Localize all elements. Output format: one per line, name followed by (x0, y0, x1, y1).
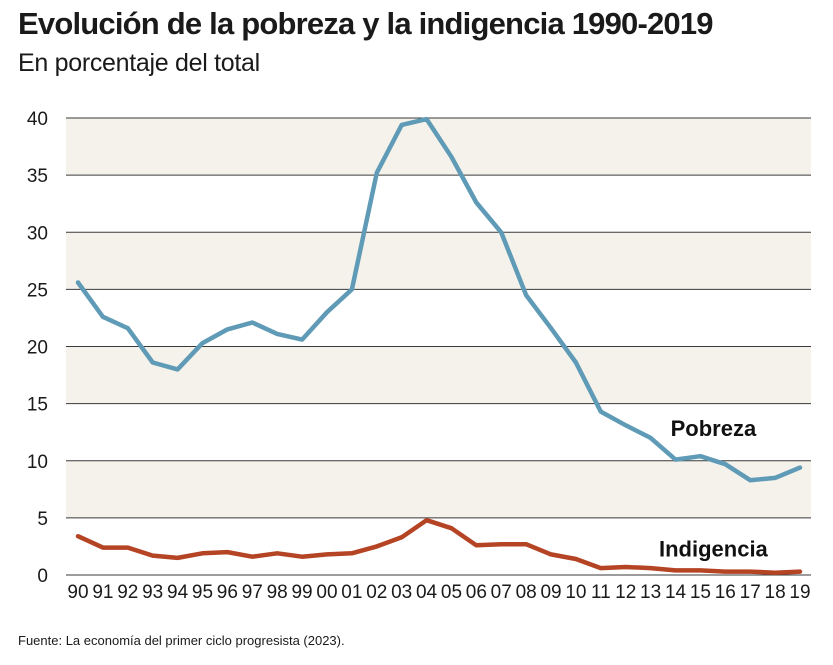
x-tick-label-04: 04 (416, 582, 438, 603)
x-tick-label-98: 98 (267, 582, 288, 603)
y-tick-label-25: 25 (27, 280, 48, 301)
y-axis-tick-labels: 0 5 10 15 20 25 30 35 40 (27, 109, 48, 587)
x-tick-label-05: 05 (441, 582, 462, 603)
x-tick-label-13: 13 (640, 582, 661, 603)
x-tick-label-16: 16 (715, 582, 736, 603)
y-tick-label-10: 10 (27, 452, 48, 473)
x-tick-label-93: 93 (142, 582, 163, 603)
band-35-40 (66, 118, 811, 176)
x-tick-label-19: 19 (789, 582, 810, 603)
y-tick-label-20: 20 (27, 338, 48, 359)
x-tick-label-07: 07 (491, 582, 512, 603)
x-tick-label-96: 96 (217, 582, 238, 603)
y-tick-label-5: 5 (37, 509, 48, 530)
y-tick-label-15: 15 (27, 395, 48, 416)
y-tick-label-30: 30 (27, 223, 48, 244)
x-axis-tick-labels: 90 91 92 93 94 95 96 97 98 99 00 01 02 03 04 05 06 07 08 09… (67, 582, 810, 603)
x-tick-label-00: 00 (316, 582, 337, 603)
x-tick-label-12: 12 (615, 582, 636, 603)
series-line-pobreza (75, 116, 803, 483)
x-tick-label-95: 95 (192, 582, 213, 603)
band-25-30 (66, 232, 811, 290)
x-tick-label-09: 09 (540, 582, 561, 603)
x-tick-label-03: 03 (391, 582, 412, 603)
x-tick-label-06: 06 (466, 582, 487, 603)
gridlines (66, 117, 811, 576)
x-tick-label-92: 92 (117, 582, 138, 603)
x-tick-label-18: 18 (765, 582, 786, 603)
series-label-pobreza: Pobreza (671, 416, 757, 441)
series-label-indigencia: Indigencia (659, 536, 769, 561)
x-tick-label-14: 14 (665, 582, 687, 603)
series-line-indigencia (75, 517, 803, 575)
series-lines (75, 116, 803, 575)
y-tick-label-0: 0 (37, 566, 48, 587)
x-tick-label-01: 01 (341, 582, 362, 603)
y-tick-label-40: 40 (27, 109, 48, 130)
x-tick-label-17: 17 (740, 582, 761, 603)
band-15-20 (66, 346, 811, 404)
y-tick-label-35: 35 (27, 166, 48, 187)
source-note: Fuente: La economía del primer ciclo pro… (18, 633, 345, 648)
x-tick-label-11: 11 (591, 582, 611, 603)
background-bands (66, 118, 811, 518)
x-tick-label-99: 99 (291, 582, 312, 603)
x-tick-label-94: 94 (167, 582, 189, 603)
chart-title: Evolución de la pobreza y la indigencia … (18, 6, 714, 41)
x-tick-label-08: 08 (516, 582, 537, 603)
chart-subtitle: En porcentaje del total (18, 49, 260, 77)
band-5-10 (66, 460, 811, 518)
x-tick-label-97: 97 (242, 582, 263, 603)
x-tick-label-91: 91 (92, 582, 113, 603)
x-tick-label-02: 02 (366, 582, 387, 603)
series-labels: Pobreza Indigencia (659, 416, 769, 561)
x-tick-label-10: 10 (565, 582, 586, 603)
x-tick-label-90: 90 (67, 582, 88, 603)
x-tick-label-15: 15 (690, 582, 711, 603)
